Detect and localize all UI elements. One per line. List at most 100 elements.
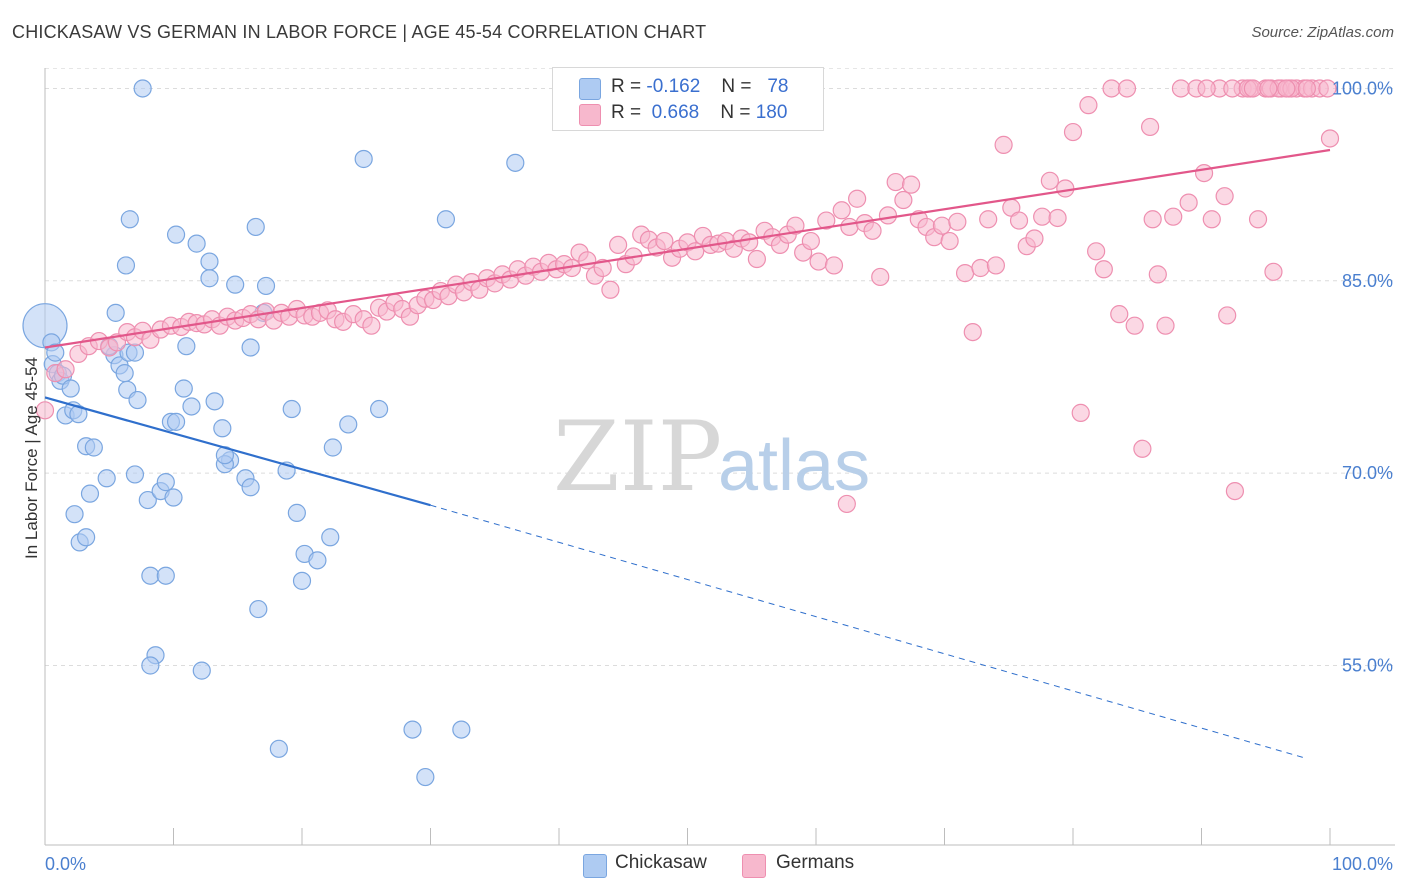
germans-point — [593, 258, 612, 278]
germans-point — [901, 175, 921, 194]
germans-point — [886, 172, 905, 192]
germans-point — [1318, 79, 1337, 98]
x-tick-label: 0.0% — [45, 854, 86, 874]
chickasaw-point — [323, 438, 342, 457]
legend-r-value: 0.668 — [651, 102, 700, 123]
bottom-legend-swatch-germans — [742, 854, 766, 878]
axes — [44, 68, 1395, 846]
germans-point — [878, 206, 898, 225]
germans-point — [1125, 316, 1144, 335]
germans-point — [1277, 79, 1296, 98]
watermark: ZIP atlas — [553, 401, 870, 513]
germans-point — [1102, 79, 1121, 98]
germans-point — [1164, 207, 1183, 226]
chickasaw-point — [246, 217, 265, 237]
chickasaw-point — [226, 275, 245, 294]
germans-point — [994, 135, 1013, 154]
chickasaw-trend-line — [44, 396, 431, 507]
legend-n-label: N = — [720, 102, 751, 123]
chickasaw-point — [241, 478, 260, 497]
germans-point — [747, 249, 766, 269]
y-tick-label: 85.0% — [1342, 271, 1393, 291]
germans-trend-line — [44, 148, 1331, 349]
germans-point — [1025, 229, 1044, 248]
x-tick-label: 100.0% — [1332, 854, 1393, 874]
germans-point — [871, 267, 890, 287]
germans-point — [1110, 305, 1129, 324]
germans-point — [1194, 163, 1214, 183]
legend-swatch-chickasaw — [579, 78, 601, 100]
chickasaw-point — [354, 149, 373, 169]
germans-point — [35, 401, 55, 420]
chickasaw-point — [84, 438, 103, 457]
germans-point — [817, 211, 836, 230]
germans-point — [1202, 210, 1221, 229]
germans-point — [1071, 403, 1090, 422]
germans-point — [686, 242, 705, 261]
germans-point — [1143, 210, 1162, 229]
germans-point — [948, 212, 967, 231]
germans-point — [1264, 262, 1283, 281]
germans-point — [1087, 242, 1106, 261]
chickasaw-point — [182, 397, 201, 416]
germans-point — [1156, 316, 1175, 335]
chickasaw-point — [292, 571, 312, 590]
chickasaw-point — [241, 338, 260, 357]
chickasaw-point — [166, 225, 186, 244]
chickasaw-point — [141, 656, 160, 675]
germans-point — [1063, 122, 1083, 142]
germans-point — [940, 231, 959, 251]
germans-point — [1197, 79, 1216, 98]
chickasaw-point — [174, 379, 193, 398]
legend-swatch-germans — [579, 104, 601, 126]
germans-point — [801, 231, 820, 251]
chickasaw-point — [287, 503, 306, 522]
germans-point — [1248, 210, 1268, 229]
germans-point — [1225, 481, 1245, 501]
chickasaw-point — [133, 79, 152, 98]
bottom-legend-label-chickasaw: Chickasaw — [615, 852, 707, 873]
germans-point — [1117, 79, 1137, 98]
chickasaw-point — [269, 739, 288, 758]
germans-point — [601, 280, 620, 299]
tick-labels: 55.0% 70.0% 85.0% 100.0% 0.0% 100.0% — [45, 78, 1393, 874]
chickasaw-point — [339, 415, 358, 434]
germans-point — [362, 316, 381, 335]
germans-point — [1079, 96, 1098, 115]
chickasaw-point — [125, 343, 145, 362]
germans-point — [1297, 79, 1316, 98]
chickasaw-point — [436, 210, 456, 229]
chickasaw-point — [125, 465, 145, 484]
germans-point — [1094, 260, 1113, 279]
germans-point — [56, 360, 75, 379]
legend: R = -0.162 N = 78 R = 0.668 N = 180 — [552, 67, 824, 131]
germans-point — [1056, 179, 1075, 198]
chickasaw-point — [506, 153, 525, 172]
germans-point — [837, 494, 856, 514]
germans-point — [809, 252, 828, 271]
chickasaw-point — [106, 303, 125, 322]
chickasaw-point — [115, 364, 134, 383]
grid-lines — [45, 67, 1395, 666]
bottom-legend-swatch-chickasaw — [583, 854, 607, 878]
legend-n-value: 180 — [755, 102, 788, 123]
watermark-zip: ZIP — [553, 401, 722, 513]
germans-point — [894, 190, 913, 210]
germans-point — [832, 201, 851, 220]
germans-point — [955, 264, 975, 283]
y-tick-label: 70.0% — [1342, 463, 1393, 483]
chickasaw-point — [69, 405, 88, 424]
chickasaw-point — [141, 566, 160, 585]
chickasaw-point — [213, 419, 232, 438]
germans-point — [824, 256, 844, 275]
chickasaw-point — [156, 566, 175, 585]
germans-point — [848, 189, 867, 208]
legend-r-label: R = — [611, 76, 642, 97]
germans-point — [578, 251, 597, 270]
germans-point — [786, 216, 805, 235]
germans-point — [1148, 265, 1167, 284]
germans-point — [1033, 207, 1052, 226]
y-tick-label: 55.0% — [1342, 655, 1393, 675]
chickasaw-point — [166, 412, 186, 431]
